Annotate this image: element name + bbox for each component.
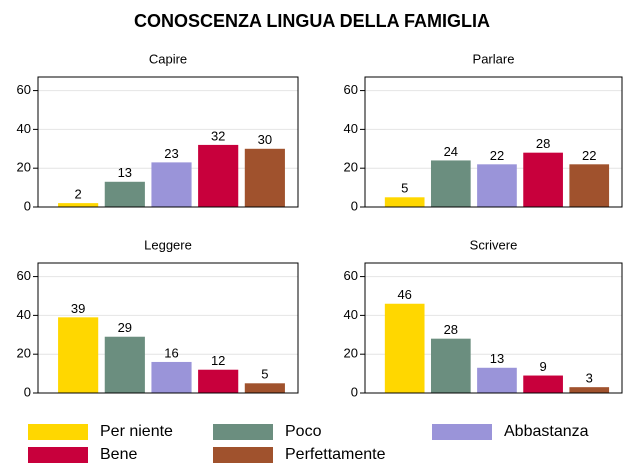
y-tick-label: 60: [17, 268, 31, 283]
y-tick-label: 60: [344, 82, 358, 97]
subplot-title: Scrivere: [470, 237, 518, 252]
bar: [244, 148, 285, 207]
bar: [244, 383, 285, 393]
plot-frame: [364, 262, 623, 394]
value-label: 29: [118, 320, 132, 335]
y-tick-label: 20: [17, 160, 31, 175]
chart-title: CONOSCENZA LINGUA DELLA FAMIGLIA: [134, 11, 490, 31]
value-label: 28: [536, 136, 550, 151]
value-label: 12: [211, 353, 225, 368]
value-label: 28: [444, 322, 458, 337]
legend-swatch: [213, 424, 273, 440]
value-label: 5: [401, 181, 408, 196]
y-tick-label: 20: [344, 160, 358, 175]
legend-swatch: [432, 424, 492, 440]
bar: [104, 181, 145, 207]
legend-label: Poco: [285, 423, 322, 440]
legend-label: Per niente: [100, 423, 173, 440]
legend-label: Bene: [100, 446, 137, 463]
bar: [58, 317, 99, 393]
y-tick-label: 0: [351, 384, 358, 399]
bar: [151, 361, 192, 393]
bar: [477, 164, 517, 207]
value-label: 3: [586, 371, 593, 386]
bar: [430, 160, 471, 207]
legend-label: Perfettamente: [285, 446, 386, 463]
y-tick-label: 0: [24, 384, 31, 399]
y-tick-label: 40: [17, 121, 31, 136]
bar: [523, 152, 563, 207]
value-label: 9: [539, 359, 546, 374]
y-tick-label: 40: [17, 307, 31, 322]
bar: [104, 336, 145, 393]
value-label: 22: [582, 148, 596, 163]
bar: [569, 387, 610, 393]
value-label: 13: [118, 165, 132, 180]
bar: [384, 197, 425, 207]
y-tick-label: 20: [344, 346, 358, 361]
bar: [430, 338, 471, 393]
subplot-title: Leggere: [144, 237, 192, 252]
value-label: 22: [490, 148, 504, 163]
plot-frame: [37, 76, 299, 208]
y-tick-label: 60: [344, 268, 358, 283]
plot-frame: [364, 76, 623, 208]
value-label: 13: [490, 351, 504, 366]
bar: [151, 162, 192, 207]
bar: [384, 303, 425, 393]
value-label: 2: [75, 187, 82, 202]
subplot-title: Capire: [149, 51, 187, 66]
y-tick-label: 40: [344, 307, 358, 322]
value-label: 30: [258, 132, 272, 147]
plot-frame: [37, 262, 299, 394]
y-tick-label: 40: [344, 121, 358, 136]
value-label: 32: [211, 128, 225, 143]
value-label: 16: [164, 345, 178, 360]
legend-swatch: [213, 447, 273, 463]
value-label: 23: [164, 146, 178, 161]
value-label: 39: [71, 301, 85, 316]
y-tick-label: 0: [351, 198, 358, 213]
bar: [523, 375, 563, 393]
value-label: 46: [397, 287, 411, 302]
y-tick-label: 0: [24, 198, 31, 213]
bar: [198, 144, 239, 207]
bar: [569, 164, 610, 207]
y-tick-label: 20: [17, 346, 31, 361]
bar: [198, 369, 239, 393]
legend-swatch: [28, 424, 88, 440]
bar: [477, 367, 517, 393]
value-label: 24: [444, 144, 458, 159]
legend-swatch: [28, 447, 88, 463]
bar: [58, 203, 99, 207]
value-label: 5: [261, 367, 268, 382]
subplot-title: Parlare: [473, 51, 515, 66]
legend-label: Abbastanza: [504, 423, 589, 440]
y-tick-label: 60: [17, 82, 31, 97]
